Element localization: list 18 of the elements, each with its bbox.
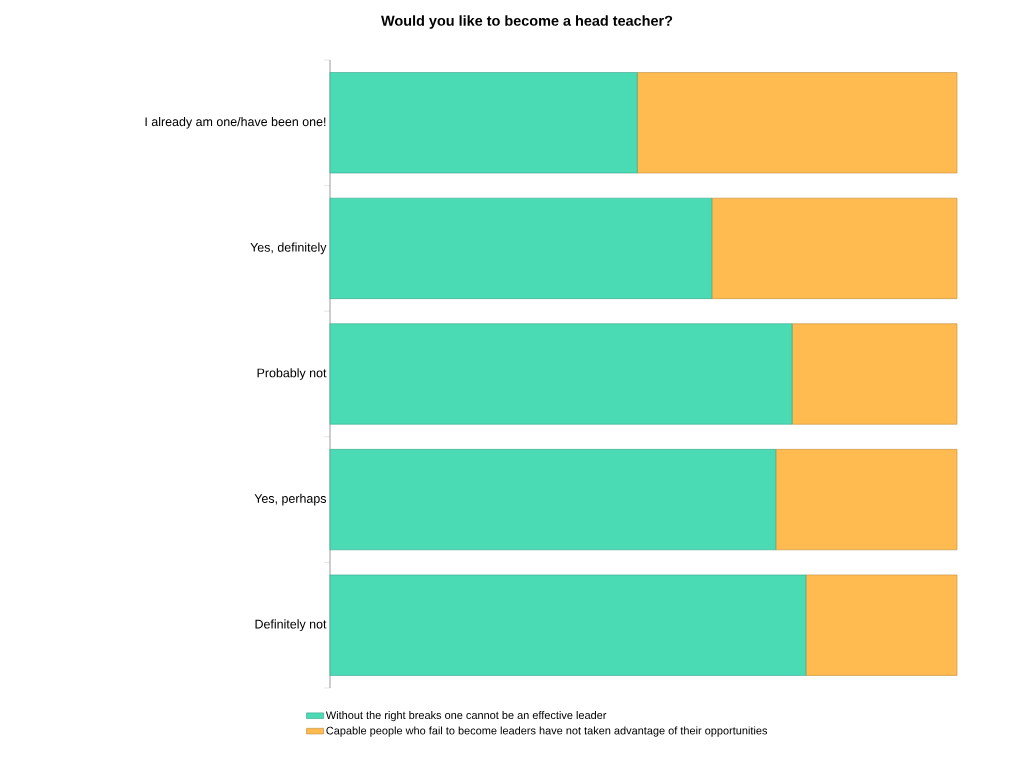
y-tick-label: I already am one/have been one! [145,116,326,129]
bar [636,72,958,174]
bar [329,323,793,425]
bar [329,574,807,676]
y-tick-label: Definitely not [255,619,327,631]
bar [329,197,713,299]
bar [775,449,958,551]
y-tick-label: Yes, definitely [250,242,327,255]
legend-label: Without the right breaks one cannot be an effective leader [325,711,607,722]
bar [805,574,958,676]
y-tick-label: Yes, perhaps [254,493,327,506]
bar [711,197,958,299]
bar [329,72,638,174]
bar [329,449,777,551]
chart-title: Would you like to become a head teacher? [381,15,673,29]
bar [791,323,958,425]
y-tick-label: Probably not [257,368,327,380]
legend-label: Capable people who fail to become leaders have not taken advantage of their opportunities [326,726,768,737]
